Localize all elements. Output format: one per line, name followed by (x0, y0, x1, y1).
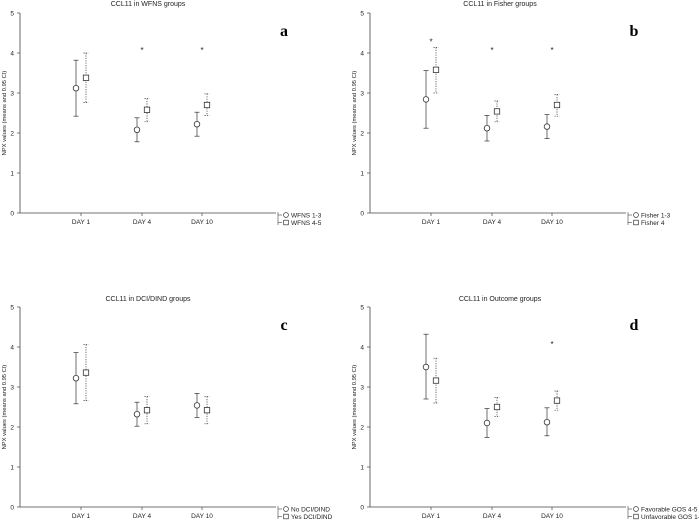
chart-title: CCL11 in Fisher groups (463, 1, 537, 8)
x-tick-label: DAY 4 (483, 513, 502, 520)
data-point-square (203, 407, 211, 414)
chart-title: CCL11 in Outcome groups (459, 296, 542, 303)
legend-marker-square (283, 513, 289, 520)
data-point-circle (543, 419, 551, 426)
legend-marker-square (283, 219, 289, 226)
y-tick-label: 2 (360, 424, 364, 431)
y-tick-label: 2 (10, 130, 14, 137)
data-point-circle (422, 96, 430, 103)
y-axis-label: NPX values (means and 0.95 CI) (352, 365, 358, 450)
legend-label: Yes DCI/DIND (291, 514, 333, 521)
y-tick-label: 5 (360, 304, 364, 311)
significance-marker: * (140, 46, 143, 55)
data-point-square (493, 403, 501, 411)
x-tick-label: DAY 10 (191, 513, 213, 520)
data-point-circle (133, 411, 141, 418)
x-tick-label: DAY 10 (541, 219, 563, 226)
y-tick-label: 4 (360, 50, 364, 57)
data-point-square (82, 74, 90, 81)
data-point-circle (483, 419, 491, 427)
y-tick-label: 4 (10, 50, 14, 57)
y-tick-label: 3 (10, 90, 14, 97)
data-point-circle (133, 126, 141, 133)
legend-label: WFNS 4-5 (291, 220, 322, 227)
legend-marker-circle (283, 212, 289, 218)
legend-marker-square (633, 513, 639, 520)
y-tick-label: 5 (10, 10, 14, 17)
significance-marker: * (550, 46, 553, 55)
legend-label: No DCI/DIND (291, 506, 330, 513)
data-point-circle (193, 120, 201, 128)
y-tick-label: 0 (360, 210, 364, 217)
chart-title: CCL11 in WFNS groups (111, 1, 186, 8)
data-point-circle (483, 124, 491, 132)
y-tick-label: 1 (360, 464, 364, 471)
y-tick-label: 2 (10, 424, 14, 431)
y-tick-label: 5 (360, 10, 364, 17)
legend-label: Fisher 1-3 (641, 212, 671, 219)
data-point-square (493, 108, 501, 115)
significance-marker: * (429, 37, 432, 46)
data-point-circle (72, 84, 80, 92)
y-tick-label: 1 (10, 464, 14, 471)
y-tick-label: 3 (360, 90, 364, 97)
chart-title: CCL11 in DCI/DIND groups (105, 296, 191, 303)
legend-label: Fisher 4 (641, 220, 665, 227)
y-tick-label: 1 (10, 170, 14, 177)
x-tick-label: DAY 1 (422, 219, 441, 226)
data-point-square (553, 101, 561, 109)
panel-letter: c (280, 317, 287, 334)
x-tick-label: DAY 4 (483, 219, 502, 226)
panel-letter: a (280, 23, 288, 40)
y-tick-label: 3 (10, 384, 14, 391)
y-tick-label: 5 (10, 304, 14, 311)
data-point-circle (543, 123, 551, 130)
x-tick-label: DAY 1 (72, 219, 91, 226)
panel-letter: b (630, 23, 639, 40)
legend-marker-square (633, 219, 639, 226)
legend-label: Favorable GOS 4-5 (641, 506, 698, 513)
data-point-square (553, 397, 561, 404)
y-axis-label: NPX values (means and 0.95 CI) (352, 71, 358, 156)
data-point-square (432, 377, 440, 384)
legend-marker-circle (633, 506, 639, 512)
x-tick-label: DAY 1 (72, 513, 91, 520)
y-tick-label: 1 (360, 170, 364, 177)
chart-panel-b: CCL11 in Fisher groups 0 1 2 3 4 5 NPX values (… (352, 1, 671, 227)
y-tick-label: 3 (360, 384, 364, 391)
significance-marker: * (490, 46, 493, 55)
data-point-circle (422, 363, 430, 371)
data-point-square (203, 101, 211, 109)
y-axis-label: NPX values (means and 0.95 CI) (2, 365, 8, 450)
x-tick-label: DAY 4 (133, 219, 152, 226)
x-tick-label: DAY 10 (191, 219, 213, 226)
x-tick-label: DAY 4 (133, 513, 152, 520)
data-point-circle (72, 375, 80, 382)
chart-panel-a: CCL11 in WFNS groups 0 1 2 3 4 5 NPX values (me… (2, 1, 322, 227)
y-tick-label: 0 (10, 504, 14, 511)
legend-label: WFNS 1-3 (291, 212, 322, 219)
data-point-square (143, 407, 151, 414)
significance-marker: * (200, 46, 203, 55)
data-point-square (432, 66, 440, 73)
x-tick-label: DAY 10 (541, 513, 563, 520)
legend-marker-circle (633, 212, 639, 218)
legend-marker-circle (283, 506, 289, 512)
data-point-square (82, 369, 90, 376)
y-tick-label: 2 (360, 130, 364, 137)
data-point-circle (193, 402, 201, 409)
y-tick-label: 0 (360, 504, 364, 511)
data-point-square (143, 106, 151, 113)
chart-panel-c: CCL11 in DCI/DIND groups 0 1 2 3 4 5 NPX values… (2, 296, 333, 521)
y-tick-label: 4 (10, 344, 14, 351)
legend-label: Unfavorable GOS 1-3 (641, 514, 699, 521)
y-axis-label: NPX values (means and 0.95 CI) (2, 71, 8, 156)
significance-marker: * (550, 340, 553, 349)
x-tick-label: DAY 1 (422, 513, 441, 520)
y-tick-label: 4 (360, 344, 364, 351)
chart-panel-d: CCL11 in Outcome groups 0 1 2 3 4 5 NPX values … (352, 296, 699, 521)
panel-letter: d (630, 317, 639, 334)
y-tick-label: 0 (10, 210, 14, 217)
